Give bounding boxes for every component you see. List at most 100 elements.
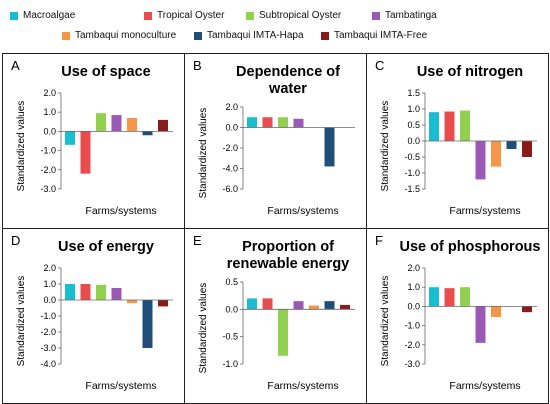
chart-panel-d: D Use of energy Standardized values 2.0 1.0 0… — [2, 228, 185, 404]
y-tick-label: 1.0 — [43, 279, 56, 289]
y-tick-label: -0.5 — [404, 152, 420, 162]
bar — [111, 288, 122, 300]
bar — [96, 113, 106, 132]
bar — [278, 309, 288, 356]
bar — [522, 141, 532, 157]
legend-swatch — [10, 12, 18, 20]
y-tick-label: 2.0 — [43, 263, 56, 273]
bar — [324, 301, 335, 310]
legend-label: Subtropical Oyster — [259, 10, 342, 21]
bar — [65, 284, 75, 300]
bar — [65, 131, 75, 145]
chart-title: Proportion of — [242, 239, 334, 255]
x-axis-label: Farms/systems — [85, 205, 156, 217]
y-tick-label: 2.0 — [225, 102, 238, 112]
y-tick-label: 2.0 — [43, 88, 56, 98]
bar — [309, 305, 319, 310]
y-tick-label: 1.0 — [43, 107, 56, 117]
y-axis-label: Standardized values — [380, 276, 391, 367]
panel-letter: C — [375, 58, 384, 73]
chart-panel-f: F Use of phosphorous Standardized values 2.… — [366, 228, 549, 404]
bar — [247, 117, 257, 128]
y-tick-label: 0.0 — [225, 123, 238, 133]
y-tick-label: -1.0 — [40, 146, 56, 156]
legend-swatch — [194, 32, 202, 40]
y-tick-label: -0.5 — [222, 332, 238, 342]
x-axis-label: Farms/systems — [267, 380, 338, 392]
y-axis-label: Standardized values — [16, 101, 27, 192]
legend-label: Tambaqui IMTA-Free — [334, 30, 428, 41]
y-tick-label: -2.0 — [40, 327, 56, 337]
bar — [444, 288, 455, 307]
y-axis-label: Standardized values — [198, 108, 209, 199]
bar — [158, 300, 168, 307]
legend-swatch — [321, 32, 329, 40]
bar — [429, 287, 439, 307]
bar — [475, 306, 486, 343]
bar — [262, 298, 273, 310]
chart-svg: A Use of space Standardized values 2.0 1.0 0.… — [11, 58, 173, 217]
bar — [475, 141, 486, 180]
bar — [444, 111, 455, 141]
legend-label: Tambaqui monoculture — [75, 30, 177, 41]
bar — [127, 117, 137, 132]
legend-label: Tambatinga — [385, 10, 437, 21]
chart-panel-c: C Use of nitrogen Standardized values 1.5 1.… — [366, 53, 549, 229]
bar — [293, 301, 304, 310]
panel-letter: D — [11, 233, 20, 248]
y-tick-label: -4.0 — [40, 359, 56, 369]
chart-title: Dependence of — [236, 64, 340, 80]
y-tick-label: -1.0 — [222, 359, 238, 369]
bar — [80, 131, 91, 174]
y-tick-label: 1.0 — [407, 104, 420, 114]
y-tick-label: 0.5 — [225, 277, 238, 287]
x-axis-label: Farms/systems — [267, 205, 338, 217]
y-tick-label: -1.0 — [404, 321, 420, 331]
panel-letter: B — [193, 58, 202, 73]
y-tick-label: 0.5 — [407, 120, 420, 130]
chart-svg: D Use of energy Standardized values 2.0 1.0 0… — [11, 233, 173, 392]
y-tick-label: -4.0 — [222, 164, 238, 174]
y-tick-label: 0.0 — [43, 295, 56, 305]
y-tick-label: 0.0 — [407, 136, 420, 146]
bar — [491, 141, 501, 167]
bar — [324, 127, 335, 167]
bar — [278, 117, 288, 128]
y-tick-label: 2.0 — [407, 263, 420, 273]
bar — [491, 306, 501, 317]
y-tick-label: -2.0 — [404, 340, 420, 350]
y-tick-label: 1.0 — [407, 282, 420, 292]
bar — [460, 110, 470, 141]
x-axis-label: Farms/systems — [449, 380, 520, 392]
y-tick-label: -1.0 — [40, 311, 56, 321]
legend-swatch — [246, 12, 254, 20]
legend-label: Macroalgae — [23, 10, 76, 21]
bar — [142, 300, 153, 348]
bar — [506, 141, 517, 149]
bar — [80, 284, 91, 300]
chart-title: water — [268, 81, 307, 97]
chart-svg: F Use of phosphorous Standardized values 2.… — [375, 233, 540, 392]
bar — [142, 131, 153, 136]
x-axis-label: Farms/systems — [449, 205, 520, 217]
y-axis-label: Standardized values — [16, 276, 27, 367]
bar — [247, 298, 257, 310]
chart-title: Use of space — [61, 64, 150, 80]
y-tick-label: 0.0 — [43, 126, 56, 136]
chart-grid: A Use of space Standardized values 2.0 1.0 0.… — [2, 53, 549, 404]
chart-panel-e: E Proportion of renewable energy Standardiz… — [184, 228, 367, 404]
chart-svg: C Use of nitrogen Standardized values 1.5 1.… — [375, 58, 537, 217]
y-tick-label: 1.5 — [407, 88, 420, 98]
legend-swatch — [372, 12, 380, 20]
legend-label: Tropical Oyster — [157, 10, 225, 21]
y-tick-label: -1.5 — [404, 184, 420, 194]
bar — [293, 118, 304, 128]
y-tick-label: 0.0 — [225, 304, 238, 314]
y-tick-label: -6.0 — [222, 184, 238, 194]
chart-panel-a: A Use of space Standardized values 2.0 1.0 0.… — [2, 53, 185, 229]
y-tick-label: -1.0 — [404, 168, 420, 178]
chart-title: Use of nitrogen — [417, 64, 523, 80]
chart-legend: Macroalgae Tropical Oyster Subtropical Oys… — [0, 0, 550, 52]
